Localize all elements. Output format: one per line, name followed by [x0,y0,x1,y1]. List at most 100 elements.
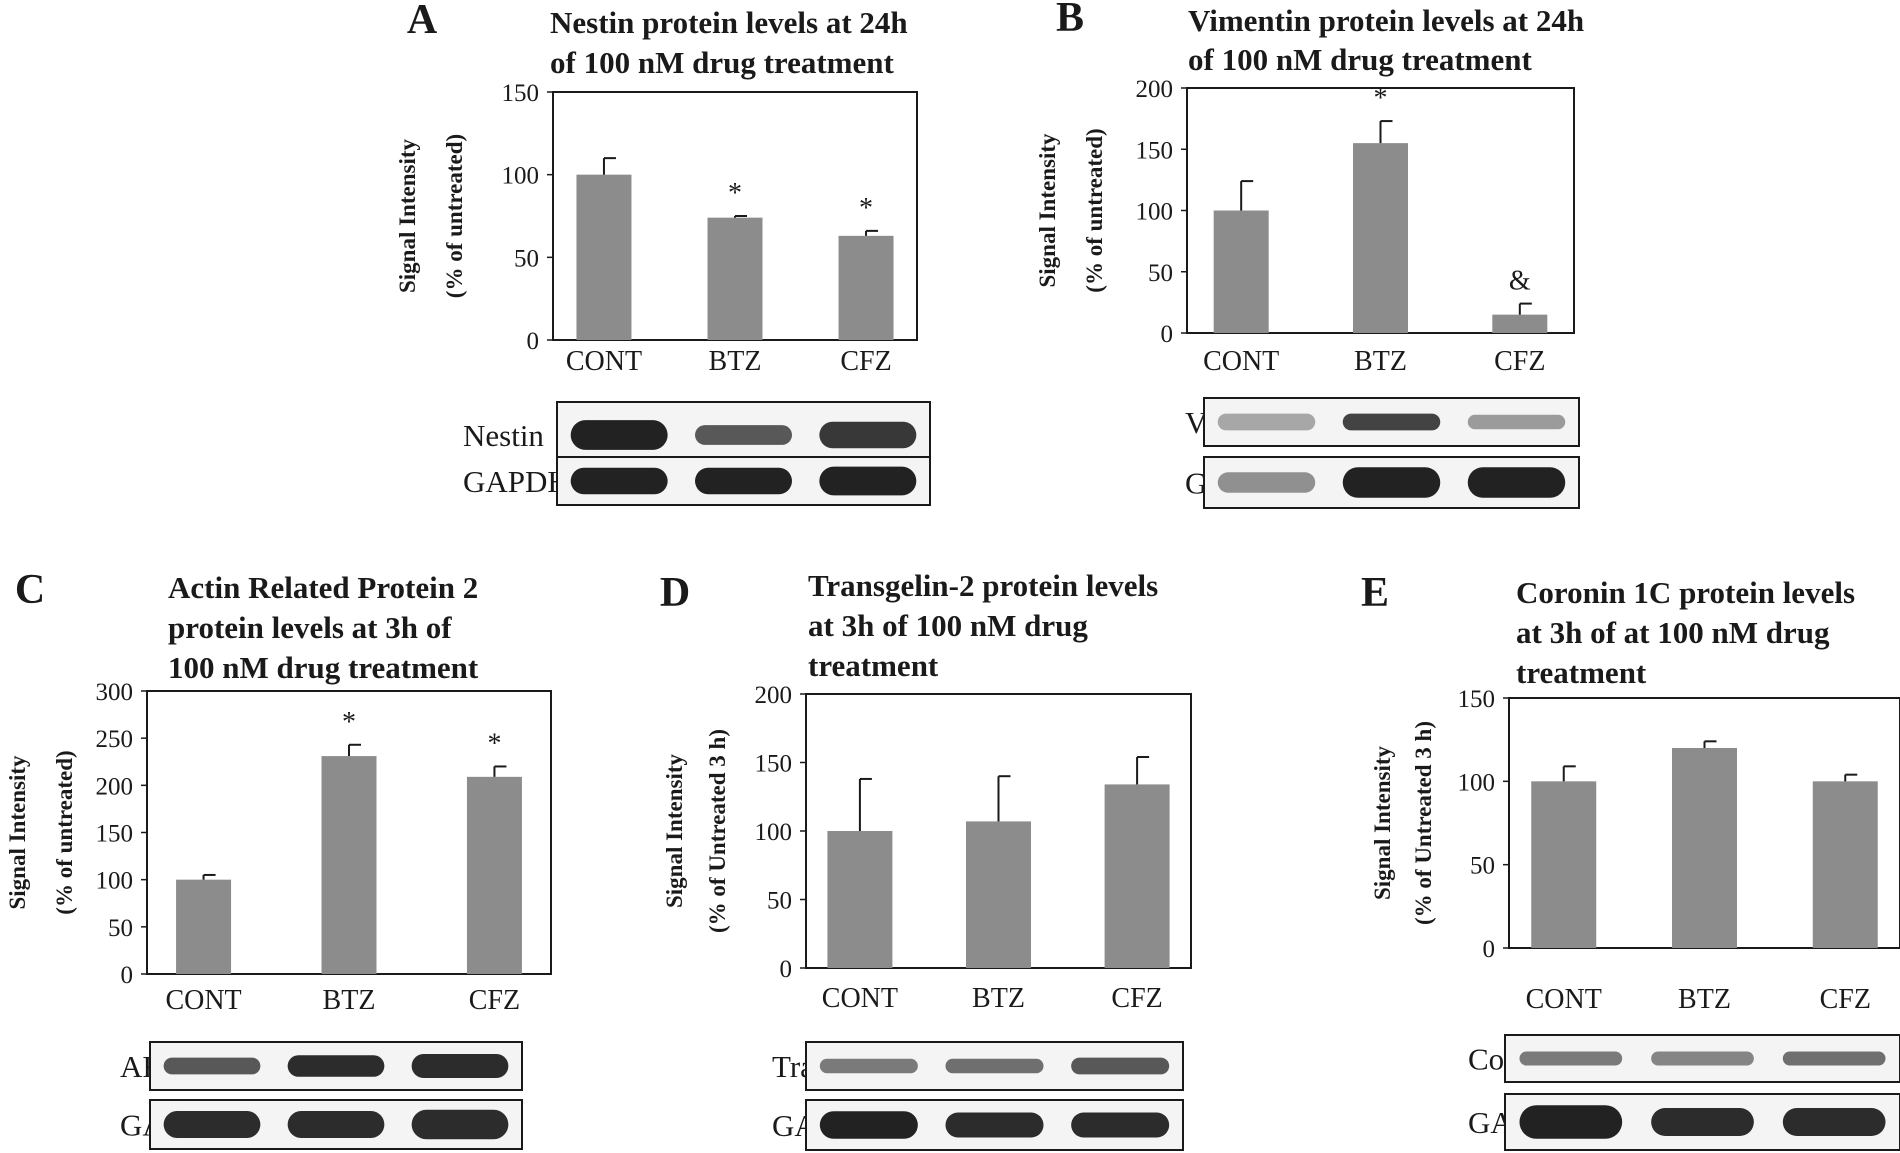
chart-title: treatment [1516,655,1647,690]
y-tick-label: 100 [755,819,793,846]
bar [966,821,1031,968]
y-axis-label: (% of Untreated 3 h) [705,729,730,933]
x-tick-label: CONT [1203,346,1279,377]
significance-mark: * [487,728,501,759]
y-axis-label: (% of Untreated 3 h) [1411,721,1436,925]
bar [1531,781,1597,948]
y-tick-label: 200 [96,773,134,800]
bar [321,756,377,974]
blot-band [695,467,792,495]
y-axis-label: Signal Intensity [5,755,30,910]
x-tick-label: CONT [165,985,241,1016]
blot-band [1217,472,1316,493]
y-tick-label: 50 [1148,260,1173,287]
x-tick-label: BTZ [323,985,376,1016]
chart-title: Coronin 1C protein levels [1516,575,1855,610]
chart-title: Transgelin-2 protein levels [808,568,1158,603]
bar [1104,784,1170,968]
blot-band [819,421,917,449]
blot-band [570,467,668,495]
bar [1672,748,1737,948]
y-tick-label: 50 [108,915,133,942]
bar [838,235,894,340]
blot-band [1519,1051,1623,1066]
blot-band [1782,1051,1886,1066]
blot-band [1217,413,1316,431]
blot-band [819,1058,918,1074]
chart-title: 100 nM drug treatment [168,650,479,685]
y-tick-label: 100 [1458,769,1496,796]
y-tick-label: 300 [96,679,134,706]
x-tick-label: BTZ [1354,346,1407,377]
y-axis-label: (% of untreated) [1082,128,1107,292]
chart-panel-b: B Vimentin protein levels at 24h of 100 nM… [1035,0,1584,509]
blot-band [945,1112,1044,1138]
bar [1492,314,1548,333]
blot-band [1467,467,1566,498]
panel-letter: B [1056,0,1084,41]
y-tick-label: 100 [96,868,134,895]
blot-band [287,1055,385,1077]
y-tick-label: 150 [1136,137,1174,164]
chart-title: of 100 nM drug treatment [550,45,894,80]
blot-band [163,1057,261,1075]
x-tick-label: CONT [1526,984,1602,1015]
blot-band [163,1111,261,1138]
chart-panel-c: C Actin Related Protein 2 protein levels a… [5,567,552,1150]
blot-band [1651,1051,1754,1066]
y-tick-label: 200 [755,682,793,709]
y-tick-label: 100 [1136,199,1174,226]
y-axis-label: Signal Intensity [395,138,420,293]
y-tick-label: 0 [1483,936,1496,963]
y-tick-label: 150 [502,80,540,107]
bar [1213,210,1269,333]
chart-panel-e: E Coronin 1C protein levels at 3h of at 10… [1361,570,1900,1151]
x-tick-label: BTZ [972,983,1025,1014]
chart-panel-a: A Nestin protein levels at 24h of 100 nM d… [395,0,931,506]
blot-band [819,1111,918,1139]
blot-band [1782,1108,1886,1136]
chart-title: protein levels at 3h of [168,610,452,645]
y-axis-label: Signal Intensity [1370,745,1395,900]
bar [827,831,893,968]
significance-mark: * [728,178,742,209]
y-tick-label: 0 [527,328,540,355]
y-tick-label: 50 [767,888,792,915]
chart-title: Actin Related Protein 2 [168,570,478,605]
panel-letter: C [15,567,45,613]
panel-letter: A [407,0,438,43]
significance-mark: * [1374,83,1388,114]
chart-title: at 3h of at 100 nM drug [1516,615,1830,650]
significance-mark: * [342,707,356,738]
chart-title: Nestin protein levels at 24h [550,5,908,40]
x-tick-label: CFZ [840,346,891,377]
blot-band [695,425,792,445]
blot-label: GAPDH [463,464,570,499]
x-tick-label: CONT [822,983,898,1014]
y-tick-label: 0 [121,962,134,989]
y-tick-label: 150 [1458,686,1496,713]
blot-band [1342,413,1441,431]
y-tick-label: 50 [1470,853,1495,880]
y-axis-label: (% of untreated) [52,750,77,914]
y-axis-label: Signal Intensity [662,753,687,908]
panel-letter: D [660,570,690,616]
x-tick-label: CFZ [1111,983,1162,1014]
blot-band [1651,1108,1754,1136]
bar [707,217,763,340]
significance-mark: & [1509,266,1531,297]
y-tick-label: 250 [96,726,134,753]
chart-panel-d: D Transgelin-2 protein levels at 3h of 100… [660,568,1192,1151]
bar [1812,781,1878,948]
y-axis-label: (% of untreated) [442,134,467,298]
y-tick-label: 150 [96,821,134,848]
chart-title: at 3h of 100 nM drug [808,608,1088,643]
y-tick-label: 0 [780,956,793,983]
y-tick-label: 50 [514,245,539,272]
chart-title: treatment [808,648,939,683]
blot-band [819,466,917,496]
blot-band [1519,1105,1623,1139]
blot-band [411,1109,509,1140]
blot-band [411,1054,509,1078]
